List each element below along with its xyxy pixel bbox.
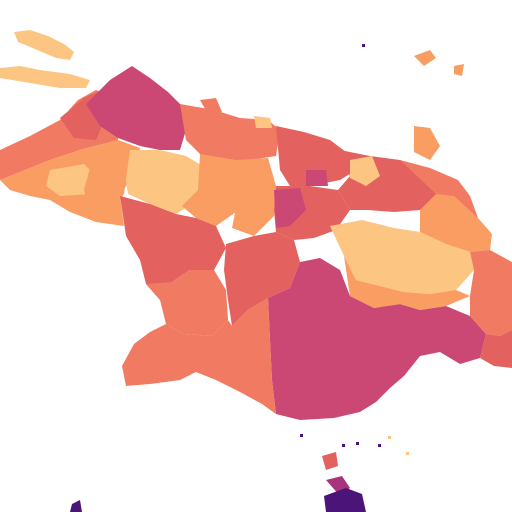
region-central-light-1	[124, 150, 206, 214]
region-south-central-dark	[268, 258, 486, 420]
islet-1	[300, 434, 303, 437]
region-center-north	[276, 126, 356, 186]
region-east-mid-light	[414, 126, 440, 160]
region-north-central	[180, 104, 280, 160]
island-small-north-2	[454, 64, 464, 76]
islet-6	[406, 452, 409, 455]
region-center-column	[224, 232, 300, 326]
island-south-1	[322, 452, 338, 470]
region-west-low	[146, 270, 228, 336]
islet-3	[356, 442, 359, 445]
region-east-coast	[420, 194, 492, 252]
islet-7	[362, 44, 365, 47]
region-east-lightest	[330, 220, 474, 294]
region-east-edge	[470, 250, 512, 336]
region-west-mid	[120, 196, 226, 300]
region-west-lightest	[46, 164, 96, 196]
region-north-sliver	[254, 116, 272, 128]
region-central-orange	[182, 154, 244, 226]
region-north-dark	[86, 66, 186, 150]
islet-5	[388, 436, 391, 439]
island-north-west-2	[0, 66, 90, 88]
island-small-north	[414, 50, 436, 66]
region-east-edge-2	[480, 330, 512, 368]
island-south-deep	[324, 488, 366, 512]
region-center-dark	[274, 188, 306, 228]
islet-4	[378, 444, 381, 447]
region-south-west	[122, 298, 276, 414]
region-east-light	[344, 256, 470, 310]
islet-2	[342, 444, 345, 447]
region-central-light-2	[84, 150, 130, 214]
region-center-dark-2	[306, 170, 328, 186]
island-south-small	[70, 500, 82, 512]
region-east-north-light	[350, 156, 380, 186]
region-central-orange-2	[232, 158, 276, 236]
region-north-small	[200, 98, 222, 114]
island-north-west	[14, 30, 74, 60]
